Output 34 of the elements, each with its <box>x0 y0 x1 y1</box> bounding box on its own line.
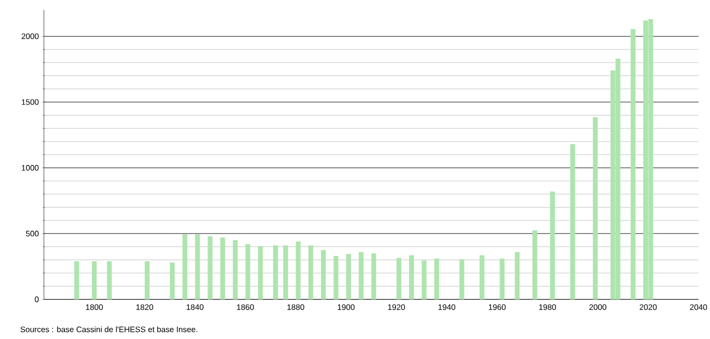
bar <box>480 255 484 300</box>
bar <box>308 245 314 300</box>
bar <box>92 261 97 300</box>
bar <box>296 241 301 300</box>
bar <box>74 261 80 300</box>
bar <box>283 245 288 300</box>
bar <box>592 117 598 300</box>
bar <box>334 256 338 300</box>
bar <box>358 252 364 300</box>
bar <box>434 258 440 300</box>
bar <box>550 191 555 300</box>
bar <box>459 259 464 300</box>
bar <box>320 250 326 300</box>
bar <box>195 234 200 300</box>
bar <box>371 253 376 300</box>
bar <box>630 28 636 300</box>
bar <box>182 234 188 300</box>
bar <box>258 246 263 300</box>
bar <box>409 255 414 300</box>
bar <box>570 144 576 300</box>
bar <box>208 236 212 300</box>
bar <box>170 262 175 300</box>
bar <box>422 260 426 300</box>
bar <box>106 261 112 300</box>
bar <box>232 240 238 300</box>
bar <box>220 237 226 300</box>
bar <box>346 254 351 300</box>
bar <box>396 258 402 300</box>
bar <box>514 252 520 300</box>
bar <box>532 230 538 300</box>
bar <box>273 245 278 300</box>
bar <box>144 261 150 300</box>
bar <box>500 258 505 300</box>
bar <box>245 244 250 300</box>
